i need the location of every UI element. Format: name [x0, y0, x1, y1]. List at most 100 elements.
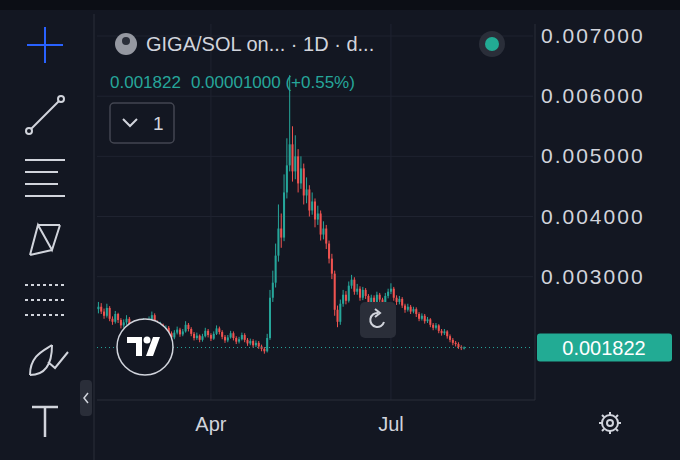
- grid-line: [97, 276, 533, 277]
- tv-logo-mark: [127, 337, 160, 356]
- chevron-icon: [123, 119, 137, 126]
- candle-wick: [419, 312, 420, 321]
- candle-body: [410, 307, 412, 312]
- candle-wick: [275, 244, 276, 288]
- candle-wick: [441, 329, 442, 336]
- candle-body: [232, 333, 234, 338]
- candle-body: [249, 341, 251, 343]
- candle-wick: [118, 313, 119, 323]
- candle-body: [345, 295, 347, 301]
- candle-wick: [402, 297, 403, 308]
- candle-wick: [390, 283, 391, 294]
- candle-wick: [213, 331, 214, 339]
- candle-body: [230, 333, 232, 337]
- candle-wick: [357, 284, 358, 295]
- candle-body: [365, 290, 367, 296]
- candle-body: [201, 336, 203, 340]
- candle-wick: [292, 126, 293, 181]
- candle-wick: [455, 341, 456, 346]
- candle-wick: [427, 317, 428, 323]
- candles: [97, 75, 533, 354]
- candle-wick: [205, 328, 206, 338]
- candle-wick: [452, 338, 453, 345]
- y-tick-label: 0.004000: [541, 205, 645, 228]
- reset-button[interactable]: [360, 302, 396, 338]
- candle-body: [404, 306, 406, 310]
- candle-body: [348, 286, 350, 301]
- candle-wick: [376, 292, 377, 304]
- candle-wick: [210, 333, 211, 341]
- candle-wick: [224, 335, 225, 343]
- crosshair-tool[interactable]: [27, 27, 63, 63]
- settings-icon: [607, 420, 613, 426]
- candle-body: [216, 328, 218, 333]
- candle-body: [103, 312, 105, 316]
- candle-body: [173, 333, 175, 338]
- candle-wick: [123, 319, 124, 327]
- candle-body: [207, 331, 209, 335]
- candle-wick: [300, 156, 301, 188]
- candle-wick: [182, 329, 183, 336]
- candle-wick: [416, 307, 417, 317]
- candle-wick: [405, 304, 406, 313]
- candle-body: [435, 325, 437, 327]
- candle-wick: [106, 304, 107, 318]
- price-label: 0.001822: [562, 337, 645, 359]
- collapse-tab[interactable]: [80, 380, 92, 416]
- candle-body: [455, 343, 457, 344]
- grid-line: [97, 96, 533, 97]
- candle-body: [100, 307, 102, 312]
- candle-body: [196, 336, 198, 338]
- candle-body: [280, 229, 282, 238]
- background: [0, 0, 680, 460]
- candle-body: [427, 319, 429, 321]
- candle-body: [227, 337, 229, 340]
- settings-icon[interactable]: [602, 415, 618, 431]
- candle-body: [387, 292, 389, 296]
- candle-body: [353, 280, 355, 292]
- candle-body: [246, 340, 248, 344]
- candle-wick: [365, 288, 366, 299]
- candle-body: [320, 214, 322, 235]
- candle-wick: [303, 164, 304, 205]
- candle-body: [351, 280, 353, 286]
- candle-wick: [202, 334, 203, 342]
- candle-body: [359, 289, 361, 298]
- candle-body: [238, 339, 240, 341]
- candle-body: [452, 340, 454, 343]
- candle-wick: [253, 339, 254, 347]
- candle-wick: [343, 290, 344, 307]
- candle-wick: [185, 321, 186, 332]
- candle-wick: [354, 277, 355, 294]
- candle-wick: [250, 339, 251, 346]
- candle-wick: [98, 302, 99, 313]
- candle-body: [283, 192, 285, 237]
- candle-body: [289, 144, 291, 165]
- candle-body: [432, 325, 434, 328]
- candle-wick: [188, 323, 189, 331]
- forecast-tool[interactable]: [25, 285, 65, 315]
- candle-wick: [295, 135, 296, 179]
- candle-body: [446, 331, 448, 336]
- text-tool[interactable]: [32, 407, 58, 437]
- legend-button[interactable]: [110, 103, 174, 143]
- candle-wick: [255, 340, 256, 347]
- candle-wick: [362, 287, 363, 300]
- candle-wick: [272, 271, 273, 302]
- candle-wick: [241, 333, 242, 341]
- brush-tool[interactable]: [30, 345, 68, 375]
- candle-body: [190, 329, 192, 334]
- candle-wick: [191, 327, 192, 336]
- candle-body: [401, 299, 403, 306]
- candle-wick: [331, 254, 332, 279]
- symbol-avatar: [115, 33, 137, 55]
- x-tick-label: Apr: [195, 413, 226, 435]
- header-change: 0.00001000 (+0.55%): [191, 73, 355, 92]
- candle-body: [325, 229, 327, 244]
- fib-tool[interactable]: [25, 160, 65, 196]
- line-tool[interactable]: [30, 100, 60, 130]
- candle-body: [393, 289, 395, 298]
- pattern-tool[interactable]: [30, 225, 60, 255]
- status-ring: [479, 31, 505, 57]
- candle-body: [336, 310, 338, 322]
